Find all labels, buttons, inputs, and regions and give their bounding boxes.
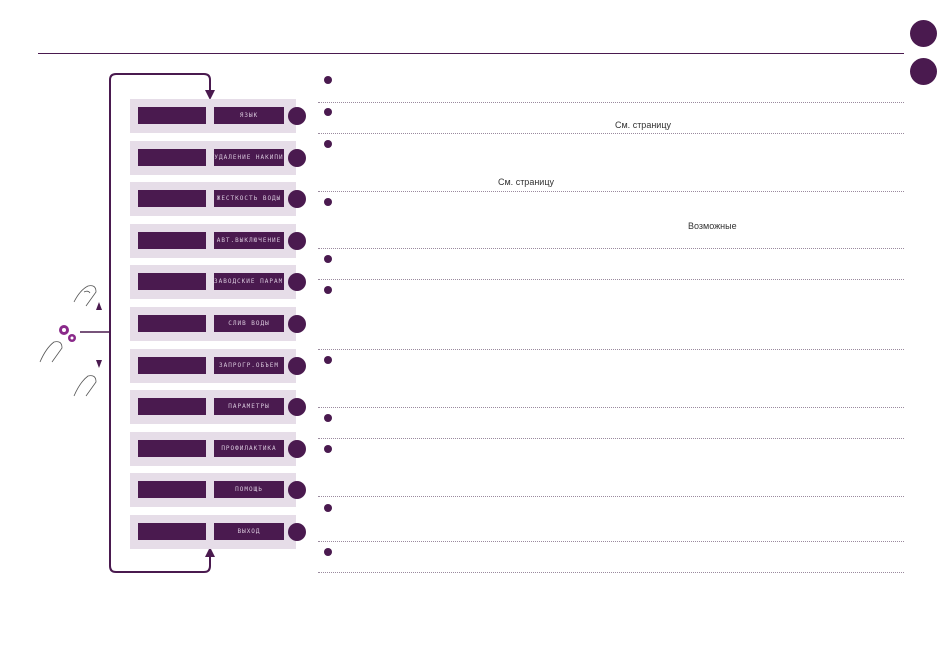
bullet bbox=[324, 356, 332, 364]
bullet bbox=[324, 286, 332, 294]
display-segment bbox=[138, 273, 206, 290]
see-page-text: См. страницу bbox=[498, 177, 554, 187]
display-segment bbox=[138, 315, 206, 332]
menu-item-programmed-volume[interactable]: ЗАПРОГР.ОБЪЕМ bbox=[130, 349, 306, 383]
display-segment bbox=[138, 149, 206, 166]
bullet bbox=[324, 414, 332, 422]
menu-item-label: ПРОФИЛАКТИКА bbox=[214, 440, 284, 457]
step-marker bbox=[288, 398, 306, 416]
display-segment bbox=[138, 481, 206, 498]
description-item bbox=[318, 72, 904, 103]
arrow-up-icon bbox=[205, 547, 215, 557]
menu-item-label: СЛИВ ВОДЫ bbox=[214, 315, 284, 332]
see-page-text: См. страницу bbox=[615, 120, 671, 130]
menu-item-factory-settings[interactable]: ЗАВОДСКИЕ ПАРАМ. bbox=[130, 265, 306, 299]
step-marker bbox=[288, 315, 306, 333]
menu-item-label: ПАРАМЕТРЫ bbox=[214, 398, 284, 415]
navigation-hints bbox=[39, 285, 102, 397]
arrow-down-icon bbox=[205, 90, 215, 100]
menu-item-help[interactable]: ПОМОЩЬ bbox=[130, 473, 306, 507]
menu-item-label: ЯЗЫК bbox=[214, 107, 284, 124]
menu-item-water-hardness[interactable]: ЖЕСТКОСТЬ ВОДЫ bbox=[130, 182, 306, 216]
menu-item-exit[interactable]: ВЫХОД bbox=[130, 515, 306, 549]
header-rule bbox=[38, 53, 904, 54]
gear-icon bbox=[59, 325, 76, 342]
bullet bbox=[324, 445, 332, 453]
bullet bbox=[324, 76, 332, 84]
description-item: См. страницу bbox=[318, 134, 904, 192]
menu-item-descaling[interactable]: УДАЛЕНИЕ НАКИПИ bbox=[130, 141, 306, 175]
description-item bbox=[318, 280, 904, 350]
menu-item-label: ВЫХОД bbox=[214, 523, 284, 540]
bullet bbox=[324, 108, 332, 116]
bullet bbox=[324, 504, 332, 512]
display-segment bbox=[138, 190, 206, 207]
description-item bbox=[318, 350, 904, 408]
display-segment bbox=[138, 357, 206, 374]
menu-item-maintenance[interactable]: ПРОФИЛАКТИКА bbox=[130, 432, 306, 466]
description-item bbox=[318, 542, 904, 573]
triangle-up-icon bbox=[96, 302, 102, 310]
page-marker-dot bbox=[910, 20, 937, 47]
menu-item-label: ЖЕСТКОСТЬ ВОДЫ bbox=[214, 190, 284, 207]
menu-item-label: ЗАПРОГР.ОБЪЕМ bbox=[214, 357, 284, 374]
bullet bbox=[324, 140, 332, 148]
display-segment bbox=[138, 523, 206, 540]
display-segment bbox=[138, 232, 206, 249]
description-item bbox=[318, 249, 904, 280]
step-marker bbox=[288, 357, 306, 375]
menu-item-auto-off[interactable]: АВТ.ВЫКЛЮЧЕНИЕ bbox=[130, 224, 306, 258]
triangle-down-icon bbox=[96, 360, 102, 368]
step-marker bbox=[288, 107, 306, 125]
display-segment bbox=[138, 398, 206, 415]
step-marker bbox=[288, 481, 306, 499]
description-item bbox=[318, 497, 904, 542]
bullet bbox=[324, 548, 332, 556]
menu-item-label: УДАЛЕНИЕ НАКИПИ bbox=[214, 149, 284, 166]
finger-press-icon bbox=[39, 341, 63, 363]
step-marker bbox=[288, 190, 306, 208]
menu-item-label: АВТ.ВЫКЛЮЧЕНИЕ bbox=[214, 232, 284, 249]
menu-item-drain-water[interactable]: СЛИВ ВОДЫ bbox=[130, 307, 306, 341]
menu-item-parameters[interactable]: ПАРАМЕТРЫ bbox=[130, 390, 306, 424]
display-segment bbox=[138, 440, 206, 457]
description-item bbox=[318, 439, 904, 497]
step-marker bbox=[288, 232, 306, 250]
bullet bbox=[324, 255, 332, 263]
description-item bbox=[318, 408, 904, 439]
finger-press-icon bbox=[73, 285, 97, 307]
bullet bbox=[324, 198, 332, 206]
finger-press-icon bbox=[73, 375, 97, 397]
possible-values-text: Возможные bbox=[688, 221, 737, 231]
menu-item-label: ЗАВОДСКИЕ ПАРАМ. bbox=[214, 273, 284, 290]
description-item: См. страницу bbox=[318, 103, 904, 134]
menu-item-label: ПОМОЩЬ bbox=[214, 481, 284, 498]
display-segment bbox=[138, 107, 206, 124]
page-marker-dot bbox=[910, 58, 937, 85]
step-marker bbox=[288, 440, 306, 458]
menu-item-language[interactable]: ЯЗЫК bbox=[130, 99, 306, 133]
step-marker bbox=[288, 273, 306, 291]
step-marker bbox=[288, 149, 306, 167]
step-marker bbox=[288, 523, 306, 541]
description-item: Возможные bbox=[318, 192, 904, 249]
